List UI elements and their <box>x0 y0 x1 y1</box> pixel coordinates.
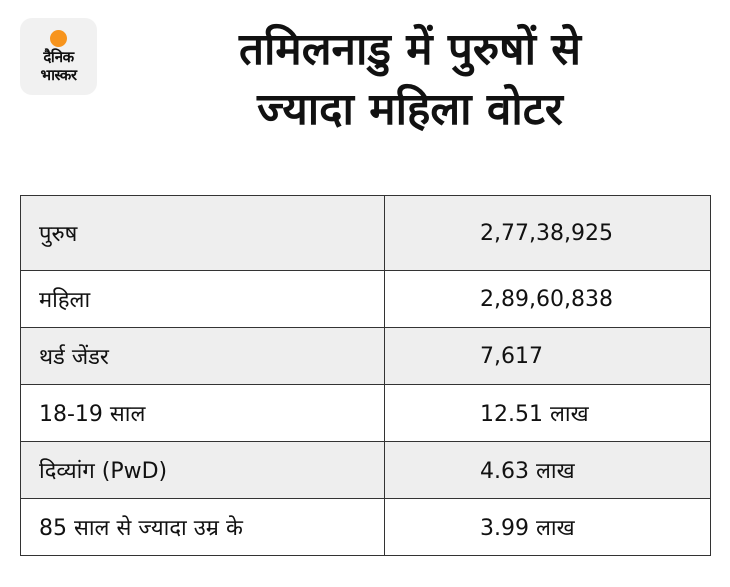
voter-stats-table: पुरुष 2,77,38,925 महिला 2,89,60,838 थर्ड… <box>20 195 711 556</box>
row-value: 2,77,38,925 <box>384 195 711 271</box>
row-value: 12.51 लाख <box>384 384 711 442</box>
table-row: 85 साल से ज्यादा उम्र के 3.99 लाख <box>20 498 711 556</box>
brand-name-line1: दैनिक <box>43 48 74 66</box>
table-row: महिला 2,89,60,838 <box>20 270 711 328</box>
sun-icon <box>50 30 67 47</box>
row-label: थर्ड जेंडर <box>20 327 385 385</box>
brand-logo: दैनिक भास्कर <box>20 18 97 95</box>
brand-name-line2: भास्कर <box>40 66 77 84</box>
table-row: 18-19 साल 12.51 लाख <box>20 384 711 442</box>
title-line-2: ज्यादा महिला वोटर <box>257 84 563 135</box>
row-label: दिव्यांग (PwD) <box>20 441 385 499</box>
table-row: थर्ड जेंडर 7,617 <box>20 327 711 385</box>
table-row: दिव्यांग (PwD) 4.63 लाख <box>20 441 711 499</box>
row-value: 7,617 <box>384 327 711 385</box>
row-label: महिला <box>20 270 385 328</box>
row-label: 85 साल से ज्यादा उम्र के <box>20 498 385 556</box>
row-value: 4.63 लाख <box>384 441 711 499</box>
row-value: 2,89,60,838 <box>384 270 711 328</box>
row-label: 18-19 साल <box>20 384 385 442</box>
row-label: पुरुष <box>20 195 385 271</box>
row-value: 3.99 लाख <box>384 498 711 556</box>
page-title: तमिलनाडु में पुरुषों से ज्यादा महिला वोट… <box>105 20 715 140</box>
table-row: पुरुष 2,77,38,925 <box>20 195 711 271</box>
title-line-1: तमिलनाडु में पुरुषों से <box>238 24 582 75</box>
